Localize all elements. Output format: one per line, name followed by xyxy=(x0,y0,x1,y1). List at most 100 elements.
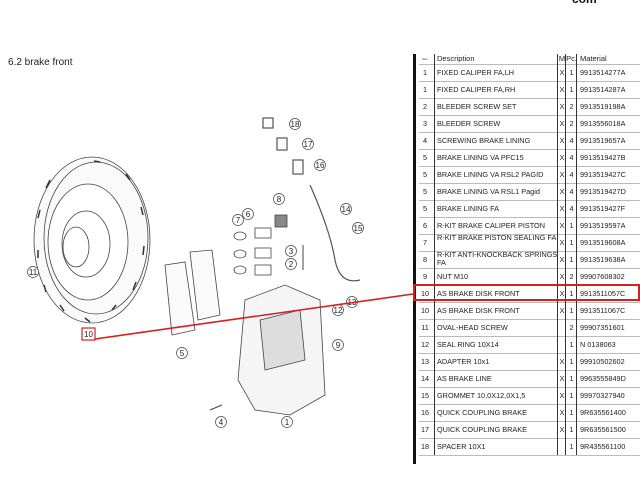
cell-material: 9913519638A xyxy=(576,250,640,268)
pistons xyxy=(233,214,288,276)
cell-material: 9913556018A xyxy=(576,114,640,132)
table-row: 10 AS BRAKE DISK FRONT X 1 9913511057C xyxy=(419,284,640,303)
cell-material: 9R635561400 xyxy=(576,403,640,421)
cell-pc: 1 xyxy=(565,63,577,81)
table-row: 15 GROMMET 10,0X12,0X1,5 X 1 99970327940 xyxy=(419,386,640,405)
cell-description: BLEEDER SCREW SET xyxy=(434,97,559,115)
cell-pos: 5 xyxy=(422,169,428,179)
cell-pc: 4 xyxy=(565,182,577,200)
cell-m xyxy=(557,318,566,336)
brake-line xyxy=(262,117,361,282)
cell-pos: 2 xyxy=(422,101,428,111)
cell-pos: 10 xyxy=(420,305,430,315)
cell-pc: 1 xyxy=(565,335,577,353)
cell-description: BRAKE LINING VA RSL2 PAGID xyxy=(434,165,559,183)
cell-pos: 8 xyxy=(422,254,428,264)
table-row: 7 R-KIT BRAKE PISTON SEALING FA X 1 99135196… xyxy=(419,233,640,252)
cell-pos: 13 xyxy=(420,356,430,366)
svg-text:10: 10 xyxy=(84,330,93,339)
cell-pc: 4 xyxy=(565,148,577,166)
cell-pc: 1 xyxy=(565,420,577,438)
cell-pos: 16 xyxy=(420,407,430,417)
cell-m: X xyxy=(557,284,566,302)
brake-pads xyxy=(164,249,221,336)
svg-text:7: 7 xyxy=(236,216,241,225)
cell-material: 9913514287A xyxy=(576,80,640,98)
highlighted-row-frame xyxy=(413,284,640,301)
cell-material: N 0138063 xyxy=(576,335,640,353)
callout-1: 1 xyxy=(281,416,293,428)
cell-description: GROMMET 10,0X12,0X1,5 xyxy=(434,386,559,404)
cell-material: 99907608302 xyxy=(576,267,640,285)
cell-m: X xyxy=(557,216,566,234)
cell-m: X xyxy=(557,114,566,132)
cell-m: X xyxy=(557,352,566,370)
svg-text:18: 18 xyxy=(291,120,300,129)
cell-pos: 18 xyxy=(420,441,430,451)
cell-description: BRAKE LINING VA PFC15 xyxy=(434,148,559,166)
svg-text:14: 14 xyxy=(342,205,351,214)
table-row: 5 BRAKE LINING VA RSL1 Pagid X 4 9913519427D xyxy=(419,182,640,201)
cell-description: QUICK COUPLING BRAKE xyxy=(434,420,559,438)
cell-m: X xyxy=(557,386,566,404)
callout-15: 15 xyxy=(352,222,364,234)
cell-m: X xyxy=(557,250,566,268)
cell-description: QUICK COUPLING BRAKE xyxy=(434,403,559,421)
parts-table: Item Description M Pc. Material 1 FIXED C… xyxy=(413,54,640,464)
table-row: 4 SCREWING BRAKE LINING X 4 9913519657A xyxy=(419,131,640,150)
cell-material: 9913519608A xyxy=(576,233,640,251)
svg-text:3: 3 xyxy=(289,247,294,256)
table-row: 18 SPACER 10X1 1 9R435561100 xyxy=(419,437,640,456)
cell-pc: 1 xyxy=(565,437,577,455)
cell-description: R-KIT BRAKE CALIPER PISTON xyxy=(434,216,559,234)
cell-material: 9913519427B xyxy=(576,148,640,166)
cell-m: X xyxy=(557,182,566,200)
cell-m: X xyxy=(557,165,566,183)
cell-pos: 9 xyxy=(422,271,428,281)
table-row: 1 FIXED CALIPER FA,LH X 1 9913514277A xyxy=(419,63,640,82)
cell-pos: 1 xyxy=(422,84,428,94)
cell-pc: 1 xyxy=(565,403,577,421)
cell-pc: 1 xyxy=(565,301,577,319)
table-row: 11 OVAL-HEAD SCREW 2 99907351601 xyxy=(419,318,640,337)
cell-pos: 5 xyxy=(422,152,428,162)
callout-4: 4 xyxy=(215,416,227,428)
table-row: 10 AS BRAKE DISK FRONT X 1 9913511067C xyxy=(419,301,640,320)
cell-pos: 1 xyxy=(422,67,428,77)
cell-m: X xyxy=(557,403,566,421)
cell-pos: 5 xyxy=(422,203,428,213)
cell-pos: 6 xyxy=(422,220,428,230)
cell-description: AS BRAKE DISK FRONT xyxy=(434,284,559,302)
cell-description: AS BRAKE DISK FRONT xyxy=(434,301,559,319)
cell-pc: 1 xyxy=(565,284,577,302)
cell-material: 9913519198A xyxy=(576,97,640,115)
callout-16: 16 xyxy=(314,159,326,171)
table-row: 12 SEAL RING 10X14 1 N 0138063 xyxy=(419,335,640,354)
callout-6: 6 xyxy=(242,208,254,220)
cell-pos: 14 xyxy=(420,373,430,383)
cell-pc: 4 xyxy=(565,199,577,217)
cell-description: NUT M10 xyxy=(434,267,559,285)
cell-pc: 4 xyxy=(565,131,577,149)
svg-text:5: 5 xyxy=(180,349,185,358)
svg-text:2: 2 xyxy=(289,260,294,269)
cell-description: SEAL RING 10X14 xyxy=(434,335,559,353)
bleeder-screw xyxy=(209,245,304,411)
col-pc: Pc. xyxy=(565,54,577,64)
cell-pos: 3 xyxy=(422,118,428,128)
cell-description: R-KIT ANTI-KNOCKBACK SPRINGS FA xyxy=(434,250,559,268)
svg-text:4: 4 xyxy=(219,418,224,427)
cell-material: 9913511067C xyxy=(576,301,640,319)
cell-pc: 2 xyxy=(565,318,577,336)
table-row: 1 FIXED CALIPER FA,RH X 1 9913514287A xyxy=(419,80,640,99)
cell-material: 99970327940 xyxy=(576,386,640,404)
svg-text:9: 9 xyxy=(336,341,341,350)
cell-m: X xyxy=(557,233,566,251)
svg-text:6: 6 xyxy=(246,210,251,219)
cell-description: BLEEDER SCREW xyxy=(434,114,559,132)
cell-material: 99910502602 xyxy=(576,352,640,370)
callout-3: 3 xyxy=(285,245,297,257)
cell-description: FIXED CALIPER FA,RH xyxy=(434,80,559,98)
cell-pc: 1 xyxy=(565,216,577,234)
